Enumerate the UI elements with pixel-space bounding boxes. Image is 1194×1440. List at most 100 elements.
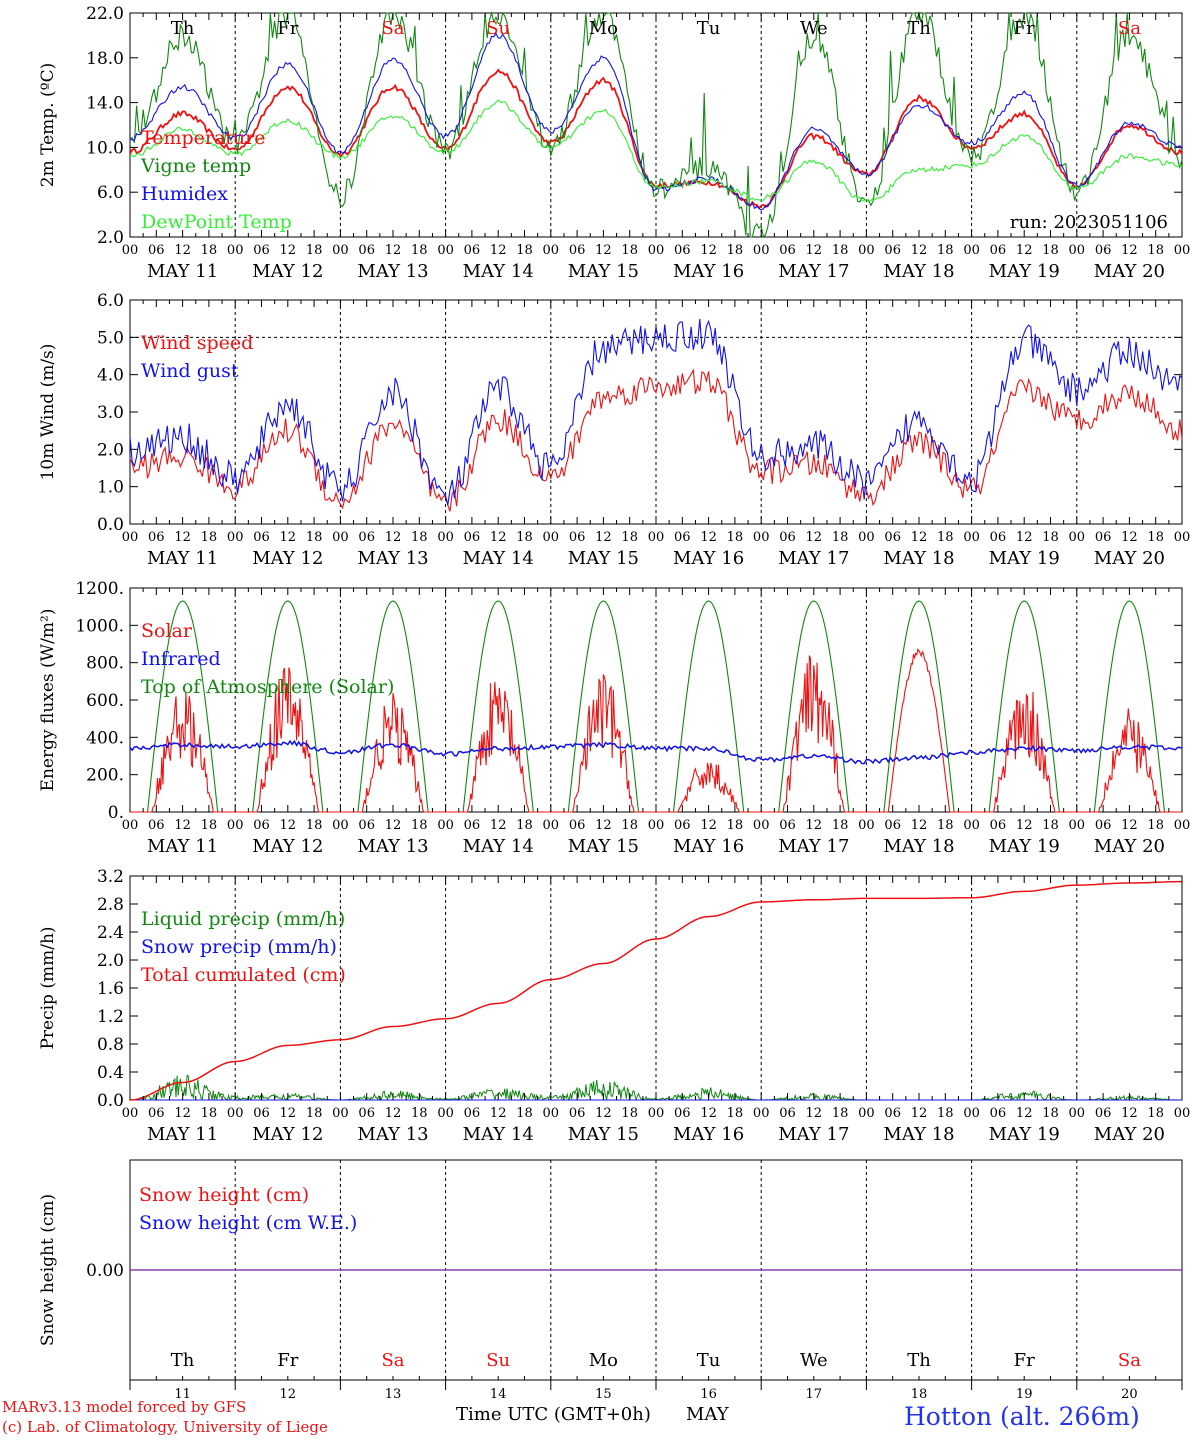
y-tick-label: 2.0 (97, 228, 124, 248)
hour-tick-label: 18 (306, 530, 323, 545)
date-label: MAY 15 (568, 548, 639, 569)
weekday-label: Th (171, 1350, 195, 1371)
hour-tick-label: 06 (779, 530, 796, 545)
hour-tick-label: 06 (674, 1106, 691, 1121)
hour-tick-label: 18 (201, 818, 218, 833)
date-label: MAY 15 (568, 1124, 639, 1145)
hour-tick-label: 06 (253, 818, 270, 833)
series-humidex (129, 32, 1183, 211)
hour-tick-label: 18 (832, 818, 849, 833)
hour-tick-label: 12 (174, 1106, 191, 1121)
hour-tick-label: 00 (437, 818, 454, 833)
hour-tick-label: 00 (858, 1106, 875, 1121)
weekday-label: Sa (381, 1350, 404, 1371)
y-tick-label: 2.8 (97, 895, 124, 915)
legend-dewpoint-temp: DewPoint Temp (141, 211, 292, 233)
y-axis-label: 2m Temp. (ºC) (38, 63, 58, 188)
hour-tick-label: 06 (884, 818, 901, 833)
hour-tick-label: 06 (569, 818, 586, 833)
hour-tick-label: 00 (858, 818, 875, 833)
y-axis-label: Precip (mm/h) (38, 926, 58, 1049)
hour-tick-label: 12 (911, 243, 928, 258)
hour-tick-label: 00 (543, 243, 560, 258)
hour-tick-label: 00 (648, 1106, 665, 1121)
hour-tick-label: 12 (385, 243, 402, 258)
date-label: MAY 20 (1094, 261, 1165, 282)
weekday-label: Sa (381, 18, 404, 39)
hour-tick-label: 00 (1069, 530, 1086, 545)
date-label: MAY 16 (673, 1124, 744, 1145)
y-tick-label: 6.0 (97, 183, 124, 203)
hour-tick-label: 00 (543, 818, 560, 833)
hour-tick-label: 06 (884, 530, 901, 545)
series-total-cumulated (129, 880, 1182, 1101)
hour-tick-label: 12 (385, 1106, 402, 1121)
hour-tick-label: 06 (464, 818, 481, 833)
y-tick-label: 3.0 (97, 403, 124, 423)
hour-tick-label: 12 (595, 1106, 612, 1121)
hour-tick-label: 12 (280, 243, 297, 258)
hour-tick-label: 12 (911, 530, 928, 545)
hour-tick-label: 06 (148, 818, 165, 833)
weekday-label: Fr (1014, 1350, 1035, 1371)
hour-tick-label: 18 (1042, 530, 1059, 545)
hour-tick-label: 18 (411, 243, 428, 258)
hour-tick-label: 18 (516, 530, 533, 545)
weekday-label: Fr (277, 18, 298, 39)
hour-tick-label: 18 (832, 530, 849, 545)
y-tick-label: 2.0 (97, 951, 124, 971)
hour-tick-label: 12 (700, 818, 717, 833)
hour-tick-label: 12 (806, 530, 823, 545)
hour-tick-label: 00 (122, 1106, 139, 1121)
day-number-label: 20 (1121, 1387, 1138, 1402)
y-tick-label: 800. (86, 654, 124, 674)
hour-tick-label: 00 (963, 243, 980, 258)
date-label: MAY 13 (357, 836, 428, 857)
hour-tick-label: 12 (1016, 243, 1033, 258)
series-infrared (129, 739, 1183, 765)
y-tick-label: 1.0 (97, 478, 124, 498)
y-tick-label: 5.0 (97, 328, 124, 348)
weekday-label: Th (907, 1350, 931, 1371)
legend-wind-gust: Wind gust (141, 360, 239, 382)
hour-tick-label: 06 (358, 243, 375, 258)
y-tick-label: 200. (86, 766, 124, 786)
hour-tick-label: 18 (1147, 243, 1164, 258)
date-label: MAY 18 (883, 548, 954, 569)
hour-tick-label: 12 (1016, 530, 1033, 545)
date-label: MAY 19 (989, 836, 1060, 857)
hour-tick-label: 12 (280, 1106, 297, 1121)
y-tick-label: 600. (86, 691, 124, 711)
hour-tick-label: 00 (543, 1106, 560, 1121)
hour-tick-label: 12 (490, 1106, 507, 1121)
panel-5: 0.00 Snow height (cm) Snow height (cm) Snow… (38, 1159, 1183, 1402)
hour-tick-label: 18 (727, 243, 744, 258)
hour-tick-label: 18 (727, 1106, 744, 1121)
hour-tick-label: 06 (884, 243, 901, 258)
credit-line-1: MARv3.13 model forced by GFS (2, 1398, 247, 1416)
hour-tick-label: 06 (358, 530, 375, 545)
hour-tick-label: 06 (779, 243, 796, 258)
hour-tick-label: 18 (1147, 1106, 1164, 1121)
legend-humidex: Humidex (141, 183, 228, 205)
y-axis-label: Snow height (cm) (38, 1194, 58, 1346)
date-label: MAY 19 (989, 261, 1060, 282)
hour-tick-label: 12 (174, 243, 191, 258)
hour-tick-label: 00 (648, 530, 665, 545)
hour-tick-label: 00 (437, 243, 454, 258)
hour-tick-label: 00 (648, 243, 665, 258)
y-tick-label: 14.0 (86, 94, 124, 114)
hour-tick-label: 12 (700, 1106, 717, 1121)
hour-tick-label: 06 (779, 1106, 796, 1121)
hour-tick-label: 12 (280, 818, 297, 833)
y-tick-label: 0.4 (97, 1063, 124, 1083)
date-label: MAY 13 (357, 261, 428, 282)
day-number-label: 15 (595, 1387, 612, 1402)
hour-tick-label: 12 (806, 1106, 823, 1121)
date-label: MAY 18 (883, 261, 954, 282)
hour-tick-label: 00 (1069, 818, 1086, 833)
series-vigne-temp (129, 10, 1183, 239)
date-label: MAY 14 (463, 548, 534, 569)
date-label: MAY 19 (989, 548, 1060, 569)
